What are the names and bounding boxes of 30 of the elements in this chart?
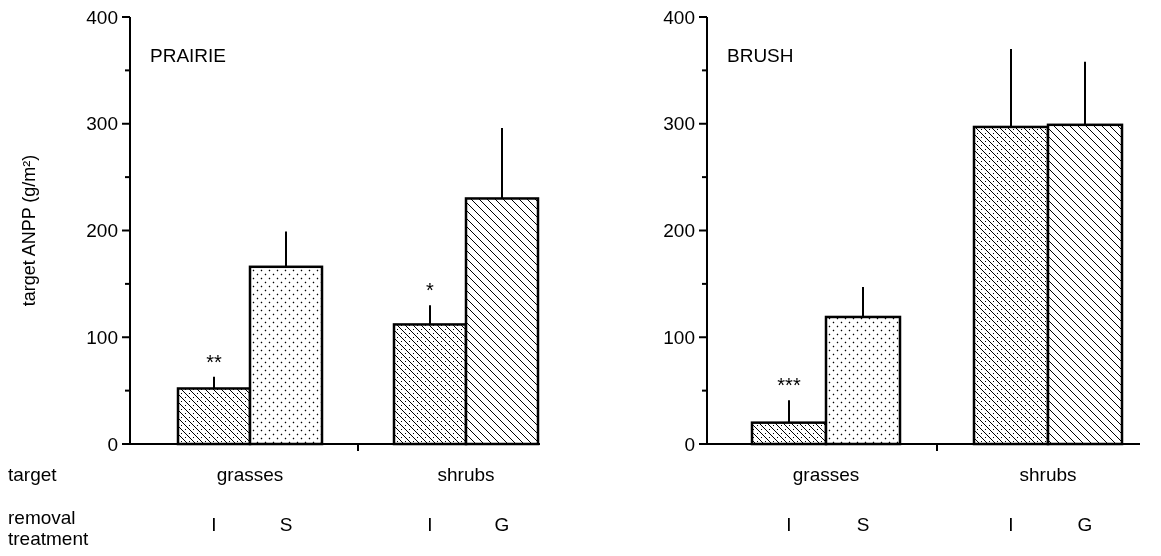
- y-tick-label: 0: [684, 433, 695, 455]
- x-tick-label: I: [1008, 514, 1014, 535]
- x-tick-label: G: [494, 514, 510, 535]
- text: shrubs: [437, 464, 495, 485]
- x-tick-label: I: [427, 514, 433, 535]
- y-tick-label: 400: [86, 6, 118, 28]
- data-label: ***: [777, 374, 801, 397]
- text: grasses: [792, 464, 860, 485]
- x-tick-label: I: [786, 514, 792, 535]
- y-tick-label: 0: [107, 433, 118, 455]
- y-tick-label: 400: [663, 6, 695, 28]
- y-tick-label: 200: [86, 220, 118, 242]
- x-tick-label: I: [211, 514, 217, 535]
- y-tick-label: 300: [86, 113, 118, 135]
- x-tick-label: S: [279, 514, 293, 535]
- y-axis-title: target ANPP (g/m²): [19, 154, 39, 307]
- y-tick-label: 200: [663, 220, 695, 242]
- x-tick-label: G: [1077, 514, 1093, 535]
- y-tick-label: 100: [663, 326, 695, 348]
- text: shrubs: [1019, 464, 1077, 485]
- data-label: **: [206, 350, 222, 373]
- text: removal treatment: [8, 507, 89, 549]
- text: grasses: [216, 464, 284, 485]
- text: BRUSH: [727, 45, 794, 66]
- text: PRAIRIE: [150, 45, 227, 66]
- x-tick-label: S: [856, 514, 870, 535]
- data-label: *: [426, 279, 435, 302]
- y-tick-label: 300: [663, 113, 695, 135]
- text: target: [8, 464, 58, 485]
- y-tick-label: 100: [86, 326, 118, 348]
